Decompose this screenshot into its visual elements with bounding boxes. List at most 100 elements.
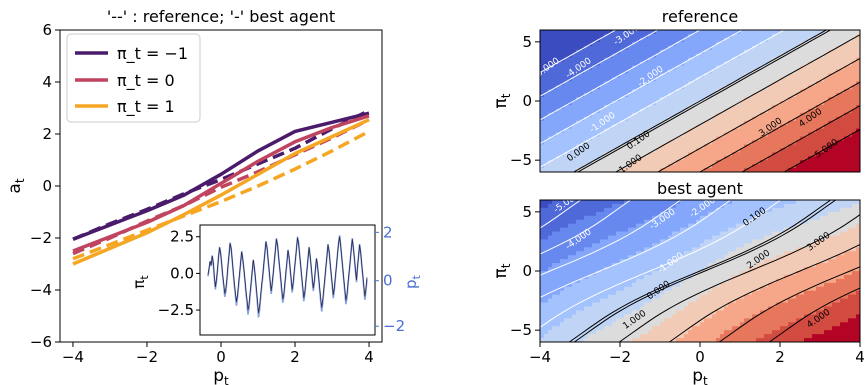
contour-cell [772, 73, 777, 78]
contour-cell [796, 77, 801, 82]
contour-cell [568, 160, 573, 165]
contour-cell [852, 148, 857, 153]
contour-cell [820, 37, 825, 43]
contour-cell [788, 164, 793, 169]
contour-cell [684, 136, 689, 142]
contour-cell [604, 326, 609, 331]
contour-cell [724, 33, 729, 39]
contour-cell [672, 168, 677, 172]
contour-cell [676, 200, 681, 205]
contour-cell [600, 251, 605, 256]
contour-cell [632, 101, 637, 106]
contour-cell [684, 207, 689, 213]
contour-cell [600, 227, 605, 233]
contour-cell [840, 101, 845, 106]
contour-cell [616, 278, 621, 284]
contour-cell [692, 215, 697, 221]
contour-cell [712, 306, 717, 312]
contour-cell [840, 120, 845, 126]
contour-cell [668, 93, 673, 98]
contour-cell [592, 132, 597, 138]
contour-cell [696, 318, 701, 323]
contour-cell [576, 85, 581, 90]
contour-cell [552, 140, 557, 145]
contour-cell [656, 271, 661, 276]
contour-cell [620, 81, 625, 86]
contour-cell [668, 156, 673, 161]
contour-cell [656, 65, 661, 71]
contour-cell [828, 136, 833, 142]
contour-cell [772, 69, 777, 74]
contour-cell [852, 89, 857, 94]
contour-cell [700, 168, 705, 172]
contour-cell [652, 322, 657, 327]
contour-cell [584, 89, 589, 94]
contour-cell [728, 49, 733, 55]
contour-cell [692, 314, 697, 319]
contour-cell [552, 274, 557, 280]
contour-cell [668, 168, 673, 172]
contour-cell [692, 156, 697, 161]
contour-cell [704, 223, 709, 229]
contour-cell [632, 108, 637, 114]
contour-cell [716, 231, 721, 237]
contour-cell [576, 302, 581, 308]
contour-cell [772, 164, 777, 169]
contour-cell [760, 156, 765, 161]
contour-cell [716, 200, 721, 205]
contour-cell [548, 33, 553, 39]
contour-cell [596, 215, 601, 221]
contour-cell [756, 290, 761, 296]
contour-cell [728, 278, 733, 284]
contour-cell [740, 243, 745, 248]
contour-cell [752, 164, 757, 169]
contour-cell [768, 49, 773, 55]
contour-cell [688, 318, 693, 323]
contour-cell [768, 45, 773, 51]
contour-cell [832, 45, 837, 51]
contour-cell [548, 97, 553, 102]
contour-cell [628, 69, 633, 74]
contour-cell [704, 128, 709, 134]
contour-cell [732, 231, 737, 237]
contour-cell [756, 53, 761, 59]
contour-cell [560, 156, 565, 161]
contour-cell [560, 33, 565, 39]
contour-cell [612, 290, 617, 296]
contour-cell [568, 326, 573, 331]
contour-cell [564, 41, 569, 47]
contour-cell [624, 65, 629, 71]
contour-cell [652, 104, 657, 110]
contour-cell [548, 152, 553, 157]
contour-cell [596, 73, 601, 78]
contour-cell [592, 97, 597, 102]
contour-cell [716, 310, 721, 315]
contour-cell [548, 136, 553, 142]
contour-cell [584, 69, 589, 74]
contour-cell [656, 215, 661, 221]
contour-cell [656, 144, 661, 149]
contour-cell [728, 45, 733, 51]
contour-cell [608, 219, 613, 225]
contour-cell [720, 77, 725, 82]
contour-cell [552, 243, 557, 248]
contour-cell [664, 278, 669, 284]
contour-cell [600, 104, 605, 110]
contour-cell [588, 132, 593, 138]
contour-cell [640, 140, 645, 145]
contour-cell [636, 271, 641, 276]
contour-cell [648, 136, 653, 142]
contour-cell [824, 164, 829, 169]
contour-cell [748, 77, 753, 82]
contour-cell [768, 81, 773, 86]
contour-cell [720, 61, 725, 67]
contour-cell [836, 124, 841, 130]
contour-cell [604, 168, 609, 172]
contour-cell [548, 306, 553, 312]
contour-cell [672, 231, 677, 237]
contour-cell [776, 152, 781, 157]
contour-cell [764, 93, 769, 98]
contour-cell [632, 77, 637, 82]
contour-cell [544, 231, 549, 237]
contour-cell [732, 45, 737, 51]
